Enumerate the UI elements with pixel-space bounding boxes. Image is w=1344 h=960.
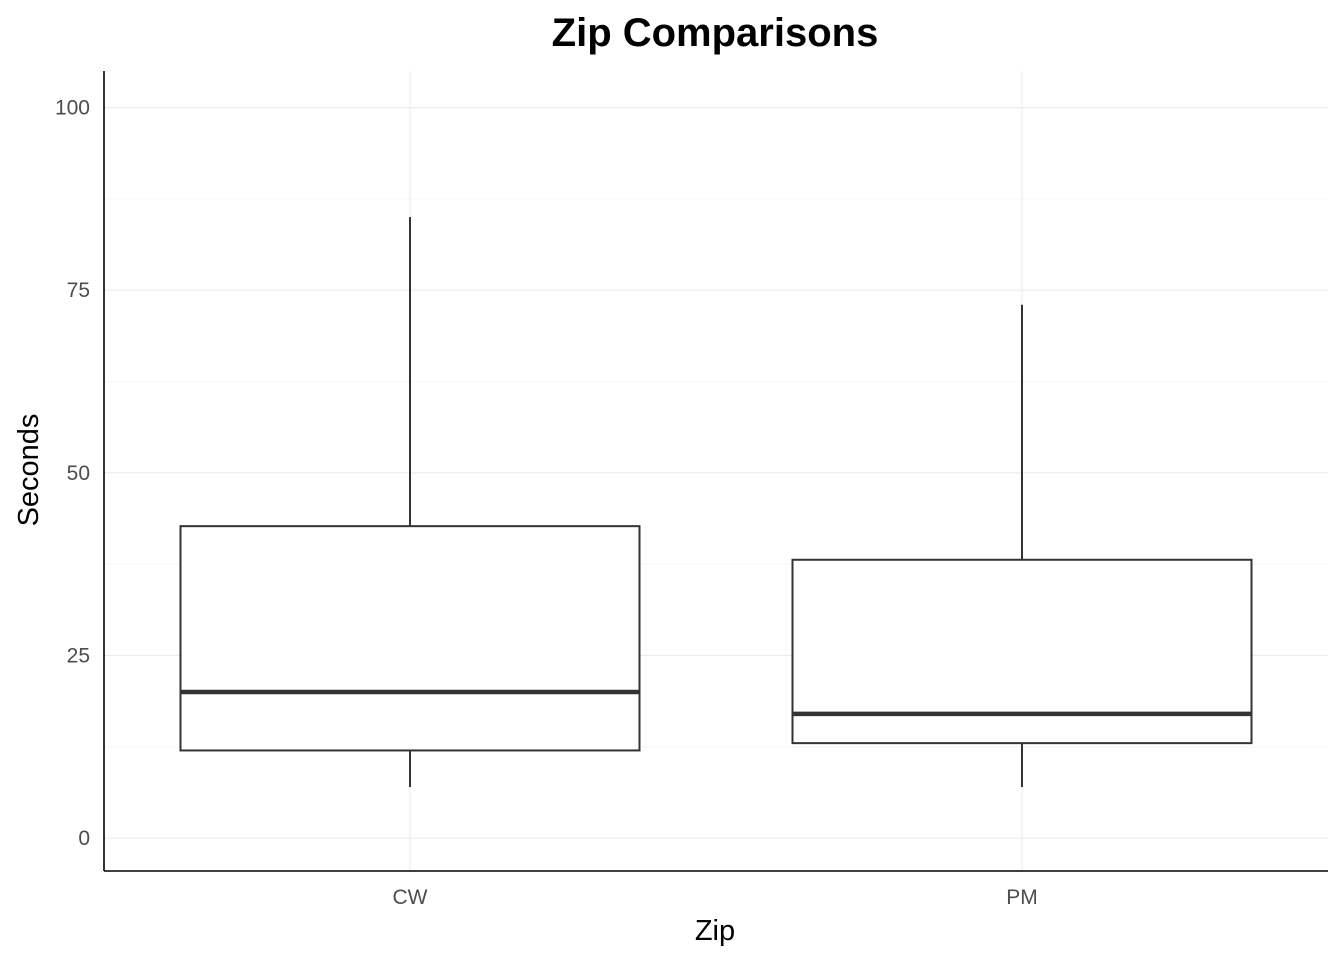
y-tick-label: 100 — [55, 97, 90, 120]
x-axis-title: Zip — [695, 915, 735, 947]
y-tick-label: 0 — [78, 827, 90, 850]
y-axis-title: Seconds — [13, 414, 45, 527]
y-tick-label: 75 — [67, 279, 90, 302]
chart-title: Zip Comparisons — [552, 11, 879, 55]
box-series — [179, 217, 1253, 787]
box-cw — [179, 217, 641, 787]
y-tick-label: 50 — [67, 462, 90, 485]
y-tick-label: 25 — [67, 644, 90, 667]
x-axis-ticks: CW PM — [393, 886, 1038, 909]
y-axis-ticks: 0 25 50 75 100 — [55, 97, 90, 851]
x-tick-label: PM — [1006, 886, 1038, 909]
x-tick-label: CW — [393, 886, 428, 909]
box-pm — [791, 304, 1253, 787]
iqr-box — [179, 525, 641, 752]
